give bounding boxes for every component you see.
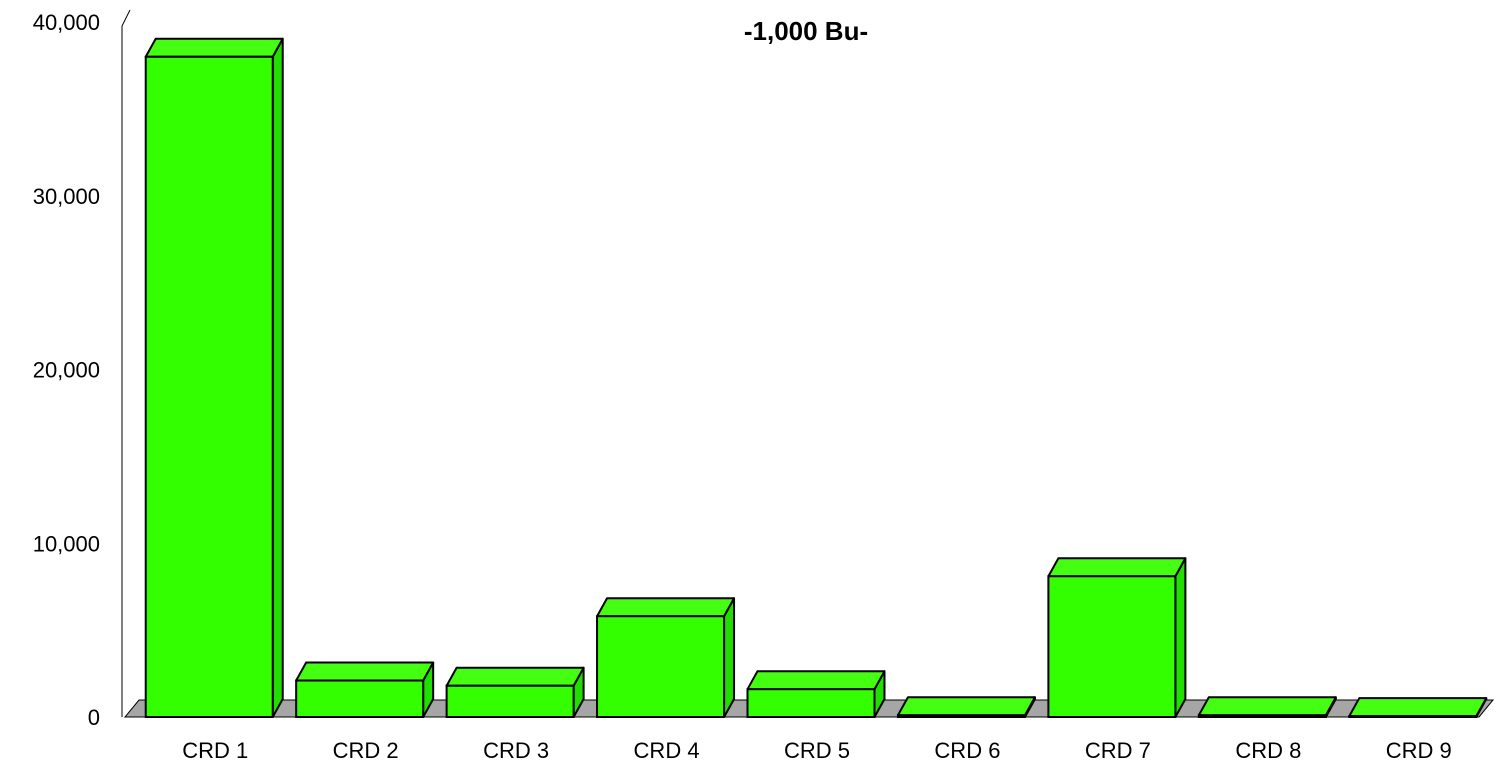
x-category-label: CRD 1 — [182, 738, 248, 763]
bar-top — [1047, 557, 1187, 578]
bar-top — [896, 696, 1036, 717]
bar-front — [896, 714, 1026, 719]
y-tick-label: 40,000 — [33, 10, 100, 35]
y-tick-label: 0 — [88, 705, 100, 730]
y-tick-label: 30,000 — [33, 184, 100, 209]
bar — [1197, 696, 1337, 719]
x-category-label: CRD 4 — [634, 738, 700, 763]
chart-bars — [144, 37, 1488, 719]
bar-top — [746, 670, 886, 691]
x-category-label: CRD 8 — [1235, 738, 1301, 763]
bar — [1047, 557, 1187, 719]
bar — [144, 37, 284, 718]
bar-top — [445, 666, 585, 687]
bar-side — [271, 37, 284, 718]
bar-front — [445, 684, 575, 718]
chart-title: -1,000 Bu- — [744, 16, 868, 46]
bar-side — [723, 597, 736, 718]
x-category-label: CRD 3 — [483, 738, 549, 763]
x-category-label: CRD 7 — [1085, 738, 1151, 763]
bar — [596, 597, 736, 718]
bar-top — [1197, 696, 1337, 717]
bar — [295, 661, 435, 719]
x-category-label: CRD 2 — [333, 738, 399, 763]
bar-top — [596, 597, 736, 618]
bar — [896, 696, 1036, 719]
bar-front — [295, 679, 425, 719]
bar-top — [144, 37, 284, 58]
bar — [746, 670, 886, 719]
y-axis-depth — [121, 9, 131, 27]
x-category-label: CRD 9 — [1386, 738, 1452, 763]
bar-front — [144, 55, 274, 718]
x-category-labels: CRD 1 CRD 2 CRD 3 CRD 4 CRD 5 CRD 6 CRD 7 CRD 8… — [182, 738, 1452, 763]
bar-front — [1348, 715, 1478, 718]
y-tick-labels: 0 10,000 20,000 30,000 40,000 — [33, 10, 100, 730]
bar-front — [1197, 714, 1327, 719]
x-category-label: CRD 5 — [784, 738, 850, 763]
bar-front — [596, 615, 726, 718]
x-category-label: CRD 6 — [934, 738, 1000, 763]
chart-axis — [121, 9, 131, 717]
bar-front — [1047, 575, 1177, 719]
y-tick-label: 20,000 — [33, 358, 100, 383]
bar-side — [1174, 557, 1187, 718]
bar-top — [1348, 697, 1488, 718]
bar-top — [295, 661, 435, 682]
bar — [445, 666, 585, 718]
bar-front — [746, 688, 876, 719]
y-tick-label: 10,000 — [33, 531, 100, 556]
bar — [1348, 697, 1488, 718]
